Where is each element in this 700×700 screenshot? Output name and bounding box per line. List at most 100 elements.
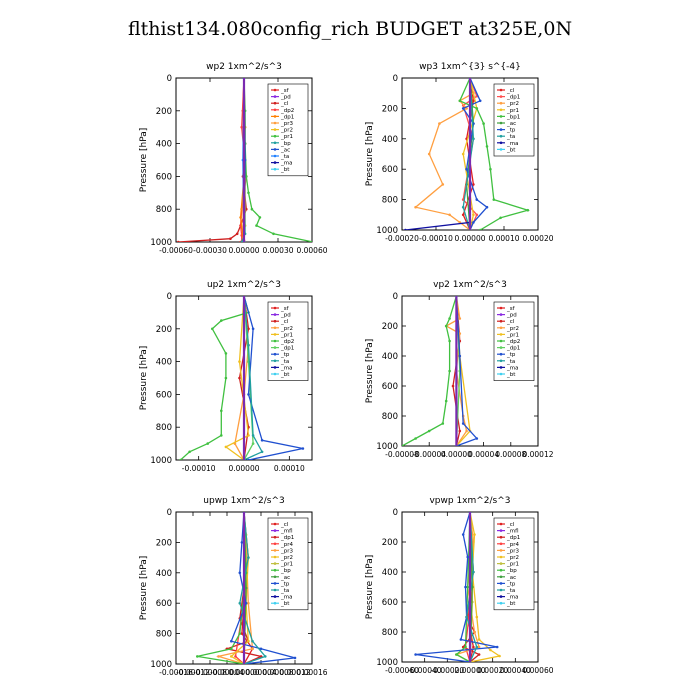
plot-panel-5: upwp 1xm^2/s^3 Pressure [hPa] 0 200 400 600 80… — [139, 496, 328, 677]
legend-marker — [499, 588, 503, 592]
series-point-pr2 — [458, 317, 462, 320]
x-tick-label: 0.00000 — [454, 234, 485, 243]
y-tick-label: 200 — [156, 538, 172, 548]
y-tick-label: 400 — [382, 135, 398, 145]
series-point-cl — [472, 99, 475, 103]
series-point-pr3 — [247, 601, 250, 605]
y-tick-label: 600 — [382, 382, 398, 392]
x-tick-label: 0.00012 — [522, 450, 553, 459]
y-tick-label: 1000 — [376, 442, 398, 452]
series-point-dp2 — [448, 369, 451, 373]
legend-marker — [499, 522, 503, 526]
legend-marker — [499, 101, 503, 105]
series-point-pr2 — [448, 213, 451, 217]
x-tick-label: 0.00000 — [228, 464, 259, 473]
series-point-bp — [230, 647, 233, 651]
legend-marker — [273, 366, 277, 369]
y-tick-label: 800 — [156, 630, 172, 640]
legend-entry: _pr3 — [280, 548, 294, 554]
x-tick-label: -0.00060 — [385, 666, 419, 675]
series-point-tp — [464, 585, 467, 589]
legend-marker — [499, 306, 503, 310]
series-point-cl — [451, 384, 455, 388]
series-line-tp — [243, 296, 304, 460]
y-tick-label: 600 — [156, 390, 172, 400]
legend-marker — [499, 372, 503, 376]
series-line-bp1 — [458, 78, 531, 230]
y-tick-label: 200 — [382, 538, 398, 548]
legend-marker — [273, 542, 277, 546]
x-tick-label: 0.00008 — [262, 668, 293, 677]
series-point-bp1 — [489, 167, 492, 171]
legend-entry: _ac — [280, 575, 290, 581]
series-point-ta — [247, 556, 250, 559]
series-point-tp — [466, 555, 470, 559]
series-point-tp — [461, 107, 465, 110]
series-group — [179, 296, 305, 460]
series-line-tp — [230, 512, 296, 664]
legend-entry: _pr3 — [280, 121, 294, 127]
legend-entry: _pr1 — [506, 108, 519, 114]
legend-entry: _sf — [280, 88, 290, 94]
plot-title: upwp 1xm^2/s^3 — [203, 496, 284, 506]
series-point-pr1 — [247, 434, 250, 437]
series-point-tp — [301, 447, 305, 450]
series-point-tp — [485, 205, 489, 209]
plot-panel-4: vp2 1xm^2/s^3 Pressure [hPa] 0 200 400 600 800… — [365, 280, 554, 459]
legend-marker — [273, 555, 277, 559]
y-tick-label: 1000 — [150, 238, 172, 248]
legend-marker — [499, 352, 503, 356]
y-tick-label: 800 — [382, 196, 398, 206]
series-point-cl — [247, 327, 250, 331]
plot-panel-2: wp3 1xm^{3} s^{-4} Pressure [hPa] 0 200 400 6… — [365, 62, 554, 243]
series-point-pr1 — [255, 224, 258, 227]
legend-marker — [499, 313, 503, 316]
series-group — [404, 78, 531, 230]
legend-entry: _pr2 — [280, 326, 293, 332]
legend-marker — [273, 108, 277, 112]
y-tick-label: 1000 — [376, 658, 398, 668]
x-tick-label: 0.00000 — [228, 246, 259, 255]
series-point-pr1 — [245, 175, 248, 178]
legend-entry: _cl — [280, 101, 289, 107]
series-point-dp1 — [475, 213, 479, 217]
y-tick-label: 800 — [156, 423, 172, 433]
plot-title: up2 1xm^2/s^3 — [207, 280, 281, 290]
legend-entry: _ma — [506, 141, 518, 147]
series-point-pr3 — [217, 655, 220, 658]
legend-entry: _pr2 — [506, 326, 519, 332]
legend-marker — [273, 582, 277, 585]
legend-entry: _ac — [506, 121, 516, 127]
series-point-dp2 — [448, 317, 451, 320]
series-point-pr4 — [234, 655, 237, 658]
legend-entry: _bt — [280, 167, 290, 173]
series-point-cl — [238, 376, 241, 380]
y-axis-label: Pressure [hPa] — [365, 555, 375, 620]
legend-marker — [273, 352, 277, 356]
series-point-pr1 — [224, 445, 228, 449]
legend-entry: _ma — [506, 365, 518, 371]
series-point-pr1 — [238, 360, 241, 363]
legend-marker — [273, 549, 277, 552]
legend-marker — [499, 575, 503, 579]
legend-entry: _sf — [280, 306, 290, 312]
series-group — [196, 512, 297, 664]
legend-marker — [499, 326, 503, 330]
series-point-dp2 — [427, 429, 431, 433]
legend-entry: _bt — [506, 372, 516, 378]
series-point-dp1 — [239, 216, 242, 219]
legend-marker — [499, 542, 503, 546]
legend-entry: _tp — [506, 581, 516, 587]
series-point-dp1 — [251, 442, 255, 445]
y-tick-label: 1000 — [150, 660, 172, 670]
series-point-dp2 — [441, 422, 445, 425]
y-tick-label: 800 — [382, 412, 398, 422]
legend-marker — [499, 134, 503, 138]
legend-entry: _ta — [506, 359, 515, 365]
series-line-dp2 — [402, 296, 458, 446]
legend-marker — [273, 339, 277, 343]
legend-entry: _pr1 — [280, 332, 293, 338]
legend-entry: _mfl — [506, 529, 519, 535]
legend-marker — [273, 313, 277, 316]
legend-entry: _bt — [506, 601, 516, 607]
